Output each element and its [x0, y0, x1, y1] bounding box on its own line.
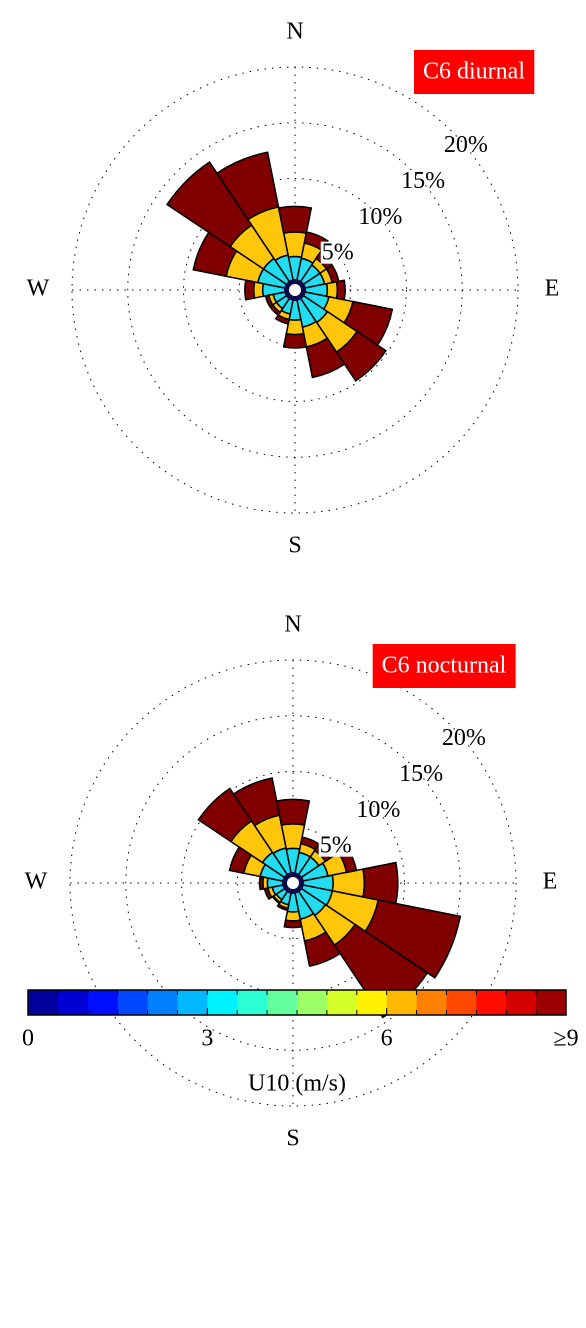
- colorbar-cell: [416, 990, 447, 1015]
- direction-label: E: [545, 276, 560, 302]
- sector: [362, 861, 399, 905]
- colorbar-cell: [356, 990, 388, 1015]
- grid-ring: [238, 233, 352, 347]
- colorbar-cell: [476, 990, 507, 1015]
- r-tick-label: 10%: [358, 204, 402, 230]
- sector: [335, 330, 387, 382]
- sector: [282, 332, 308, 349]
- sector: [325, 280, 339, 300]
- sector: [271, 894, 282, 905]
- grid-ring: [71, 66, 519, 514]
- sector: [264, 294, 274, 308]
- wind-rose: 5%10% 15% 20% N E S W C6 nocturnal: [25, 612, 558, 1152]
- center-hole: [289, 284, 301, 296]
- sector: [252, 281, 265, 299]
- title-box: [372, 644, 516, 688]
- colorbar-cell: [28, 990, 59, 1015]
- x-tick-label: 3: [201, 1026, 213, 1052]
- direction-label: W: [25, 869, 48, 895]
- chart-title: C6 diurnal: [423, 59, 525, 85]
- sector: [263, 887, 273, 901]
- colorbar-cell: [506, 990, 537, 1015]
- sector: [284, 910, 302, 922]
- label-bg: [318, 834, 353, 857]
- colorbar-cell: [207, 990, 238, 1015]
- r-tick-label: 5%: [322, 240, 354, 266]
- direction-label: N: [286, 19, 303, 45]
- direction-label: S: [286, 1126, 299, 1152]
- colorbar-cell: [267, 990, 298, 1015]
- colorbar-cell: [237, 990, 268, 1015]
- colorbar-cell: [446, 990, 477, 1015]
- sector: [276, 903, 289, 912]
- colorbar-cell: [117, 990, 149, 1015]
- colorbar-cell: [147, 990, 178, 1015]
- sector: [283, 919, 303, 929]
- colorbar-cell: [326, 990, 358, 1015]
- r-tick-label: 20%: [442, 725, 486, 751]
- x-tick-label: ≥9: [553, 1026, 578, 1052]
- colorbar-cell: [386, 990, 418, 1015]
- sector: [228, 846, 253, 875]
- chart-title: C6 nocturnal: [382, 653, 507, 679]
- colorbar-cell: [87, 990, 119, 1015]
- colorbar: 0 3 6 ≥9 U10 (m/s): [22, 989, 579, 1097]
- label-bg: [320, 241, 355, 264]
- sector: [274, 313, 291, 325]
- sector: [364, 899, 462, 979]
- colorbar-cell: [297, 990, 328, 1015]
- colorbar-frame: [27, 989, 567, 1016]
- r-tick-label: 20%: [444, 132, 488, 158]
- direction-label: W: [27, 276, 50, 302]
- sector: [303, 931, 342, 967]
- colorbar-cell: [177, 990, 208, 1015]
- sector: [258, 875, 265, 891]
- grid-ring: [125, 715, 461, 1051]
- sector: [215, 151, 280, 221]
- r-tick-label: 10%: [356, 797, 400, 823]
- center-hole: [287, 877, 299, 889]
- direction-label: E: [543, 869, 558, 895]
- sector: [275, 798, 311, 826]
- grid-ring: [181, 771, 405, 995]
- r-tick-label: 15%: [399, 761, 443, 787]
- colorbar-cell: [57, 990, 89, 1015]
- direction-label: N: [284, 612, 301, 638]
- wind-rose: 5%10% 15% 20% N E S W C6 diurnal: [27, 19, 560, 559]
- sector: [335, 279, 346, 301]
- direction-label: S: [288, 533, 301, 559]
- x-axis-label: U10 (m/s): [248, 1071, 346, 1097]
- grid-ring: [183, 178, 407, 402]
- sector: [244, 279, 256, 301]
- sector: [305, 337, 346, 379]
- r-tick-label: 15%: [401, 168, 445, 194]
- x-tick-label: 6: [381, 1026, 393, 1052]
- grid-ring: [127, 122, 463, 458]
- title-box: [414, 50, 535, 94]
- sector: [232, 777, 281, 827]
- grid-ring: [69, 659, 517, 1107]
- colorbar-cell: [536, 990, 567, 1015]
- x-tick-label: 0: [22, 1026, 34, 1052]
- sector: [277, 205, 313, 235]
- r-tick-label: 5%: [320, 833, 352, 859]
- sector: [166, 161, 253, 248]
